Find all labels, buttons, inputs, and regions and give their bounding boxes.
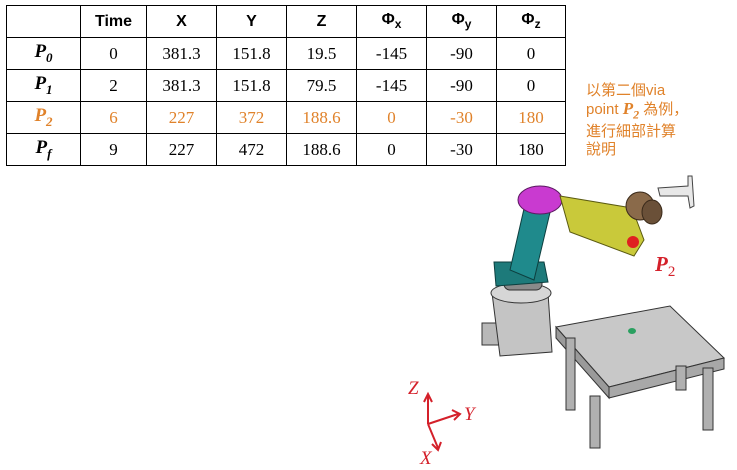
axis-label-y: Y — [464, 404, 475, 425]
header-phi-y: Φy — [426, 5, 497, 38]
cell-time: 9 — [80, 133, 147, 166]
cell-phx: -145 — [356, 69, 427, 102]
coordinate-axes — [423, 391, 462, 452]
axis-label-x: X — [420, 448, 432, 469]
cell-phx: 0 — [356, 133, 427, 166]
note-line-3: 進行細部計算 — [586, 123, 677, 141]
header-phi-x: Φx — [356, 5, 427, 38]
note-line-1: 以第二個via — [586, 82, 666, 99]
cell-phz: 0 — [496, 69, 566, 102]
cell-z: 79.5 — [286, 69, 357, 102]
p2-scene-label: P2 — [655, 252, 676, 281]
table-row: P1 2 381.3 151.8 79.5 -145 -90 0 — [6, 69, 566, 102]
header-y: Y — [216, 5, 287, 38]
row-point-label: Pf — [6, 133, 81, 166]
robot-arm — [481, 185, 663, 357]
note-line-4: 說明 — [586, 141, 617, 159]
cell-phz: 180 — [496, 133, 566, 166]
cell-phy: -90 — [426, 69, 497, 102]
cell-phy: -30 — [426, 133, 497, 166]
wall-fixture — [657, 175, 695, 209]
cell-x: 381.3 — [146, 37, 217, 70]
row-point-label: P0 — [6, 37, 81, 70]
p2-point-marker — [627, 236, 639, 248]
cell-phz: 180 — [496, 101, 566, 134]
cell-phx: 0 — [356, 101, 427, 134]
cell-phx: -145 — [356, 37, 427, 70]
note-point-label: P2 — [622, 99, 640, 122]
cell-phy: -90 — [426, 37, 497, 70]
row-point-label: P1 — [6, 69, 81, 102]
axis-label-z: Z — [408, 378, 419, 399]
table-row: P0 0 381.3 151.8 19.5 -145 -90 0 — [6, 37, 566, 70]
cell-z: 188.6 — [286, 133, 357, 166]
table-row: Pf 9 227 472 188.6 0 -30 180 — [6, 133, 566, 166]
cell-y: 151.8 — [216, 69, 287, 102]
note-line-2: point P2 為例， — [586, 99, 689, 122]
target-dot — [628, 328, 636, 334]
cell-z: 19.5 — [286, 37, 357, 70]
explanation-note: 以第二個via point P2 為例， 進行細部計算 說明 — [586, 82, 736, 159]
via-point-table: Time X Y Z Φx Φy Φz P0 0 381.3 151.8 19.5 -14… — [6, 5, 566, 166]
work-table — [555, 305, 725, 449]
cell-y: 472 — [216, 133, 287, 166]
